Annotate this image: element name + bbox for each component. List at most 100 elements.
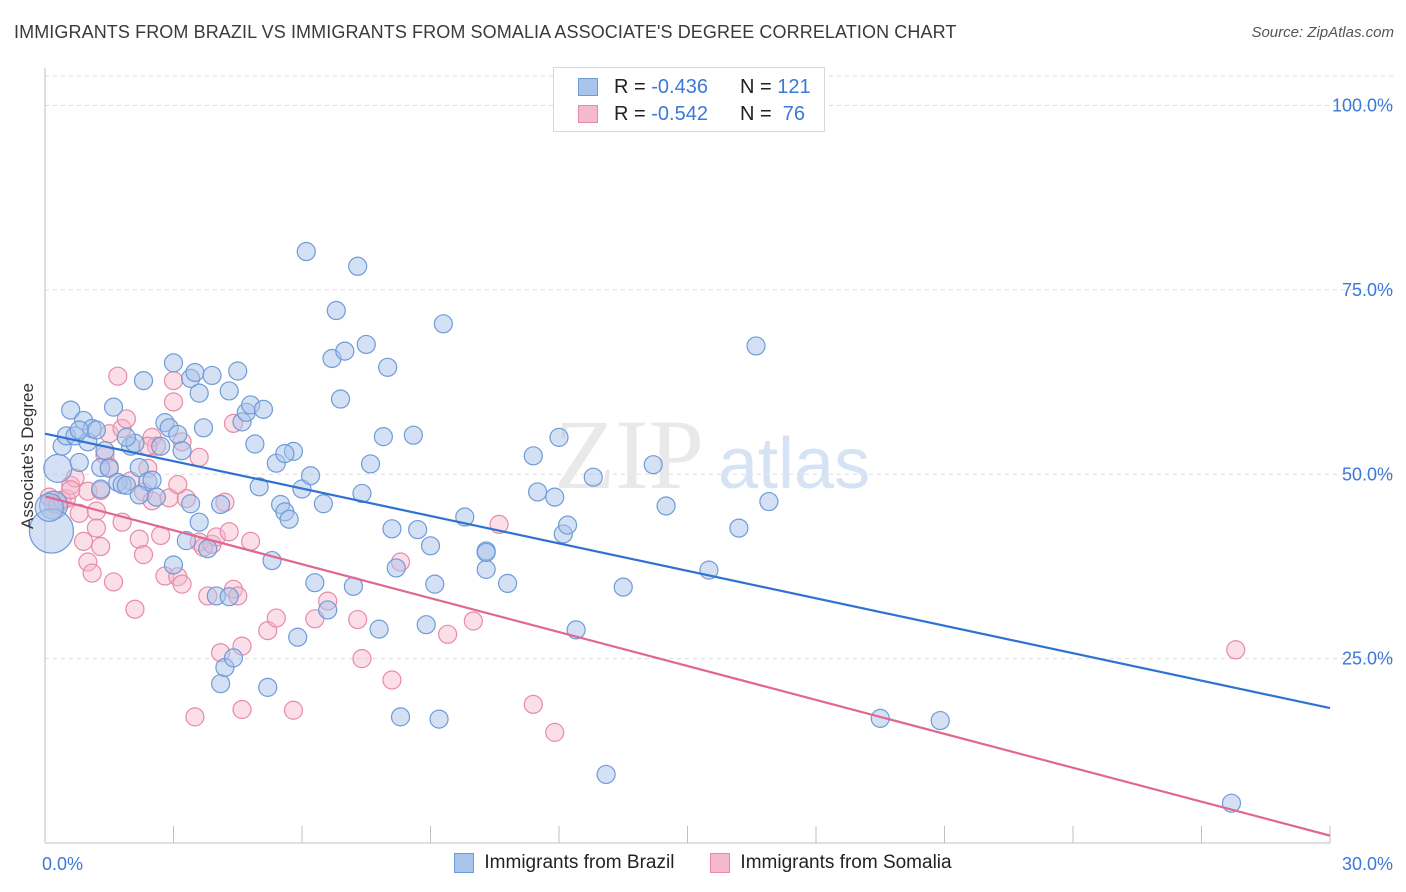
legend-label-somalia: Immigrants from Somalia <box>740 852 952 873</box>
brazil-point <box>249 477 269 497</box>
brazil-point <box>545 487 565 507</box>
y-tick-label: 75.0% <box>1342 280 1393 300</box>
brazil-point <box>613 577 633 597</box>
brazil-point <box>476 542 496 563</box>
brazil-point <box>258 677 278 697</box>
brazil-point <box>69 452 89 473</box>
brazil-point <box>253 399 274 419</box>
brazil-point <box>382 519 402 539</box>
brazil-point <box>523 446 543 466</box>
legend-swatch-brazil <box>454 853 475 873</box>
brazil-point <box>133 370 154 391</box>
somalia-point <box>352 649 372 669</box>
legend-n-label: N = <box>740 75 778 98</box>
brazil-point <box>390 707 411 727</box>
brazil-point <box>129 458 149 478</box>
brazil-points <box>28 241 1242 813</box>
brazil-point <box>643 455 663 475</box>
brazil-point <box>181 494 201 514</box>
brazil-point <box>373 427 393 447</box>
brazil-point <box>279 509 299 529</box>
somalia-point <box>185 707 205 727</box>
brazil-point <box>193 418 214 438</box>
somalia-point <box>266 608 286 628</box>
somalia-point <box>86 518 107 538</box>
legend-r-value-brazil: -0.436 <box>651 75 708 98</box>
brazil-point <box>729 518 749 538</box>
legend-item-brazil[interactable]: Immigrants from Brazil <box>454 852 674 874</box>
brazil-point <box>318 600 338 620</box>
brazil-point <box>408 519 428 540</box>
brazil-point <box>378 357 398 377</box>
brazil-point <box>296 241 316 262</box>
brazil-point <box>360 454 381 474</box>
somalia-point <box>78 552 98 572</box>
somalia-point <box>219 522 239 542</box>
legend-swatch-somalia <box>710 853 731 873</box>
brazil-point <box>348 256 368 276</box>
brazil-point <box>43 453 73 483</box>
brazil-point <box>433 314 453 334</box>
legend-r-value-somalia: -0.542 <box>651 102 708 125</box>
brazil-point <box>429 709 449 729</box>
brazil-point <box>211 494 231 515</box>
brazil-point <box>300 466 321 486</box>
legend-n-value-brazil: 121 <box>777 75 811 98</box>
correlation-legend: R = -0.436 N = 121 R = -0.542 N = 76 <box>553 67 825 132</box>
brazil-point <box>91 479 111 499</box>
brazil-point <box>313 494 334 514</box>
somalia-point <box>382 670 402 690</box>
somalia-point <box>438 624 458 644</box>
brazil-point <box>176 531 196 551</box>
legend-swatch-somalia <box>578 105 598 123</box>
brazil-point <box>245 434 265 454</box>
brazil-point <box>99 458 119 478</box>
brazil-point <box>596 764 616 785</box>
somalia-point <box>172 574 192 594</box>
brazil-point <box>759 491 779 512</box>
brazil-point <box>386 558 406 578</box>
brazil-point <box>103 397 124 417</box>
somalia-point <box>348 609 368 630</box>
brazil-point <box>746 336 766 356</box>
somalia-point <box>232 699 252 720</box>
somalia-point <box>82 563 102 583</box>
legend-item-somalia[interactable]: Immigrants from Somalia <box>710 852 952 874</box>
brazil-point <box>930 710 950 731</box>
brazil-point <box>116 427 136 447</box>
legend-r-label: R = <box>614 102 652 125</box>
brazil-point <box>330 389 351 409</box>
somalia-point <box>168 474 188 495</box>
brazil-point <box>476 559 496 579</box>
brazil-point <box>369 619 389 639</box>
somalia-point <box>523 694 543 714</box>
brazil-point <box>275 444 295 464</box>
somalia-point <box>61 480 81 500</box>
somalia-point <box>163 370 184 391</box>
grid-layer <box>45 75 1395 660</box>
somalia-point <box>103 572 124 592</box>
brazil-point <box>223 648 244 668</box>
brazil-point <box>168 424 188 445</box>
brazil-point <box>326 300 346 321</box>
brazil-point <box>425 574 445 594</box>
brazil-point <box>185 362 205 383</box>
y-tick-label: 25.0% <box>1342 649 1393 669</box>
somalia-point <box>283 700 304 720</box>
legend-label-brazil: Immigrants from Brazil <box>484 852 675 873</box>
brazil-point <box>305 573 325 593</box>
somalia-point <box>125 599 145 619</box>
brazil-point <box>527 482 548 502</box>
somalia-trend-line <box>44 495 1331 837</box>
brazil-point <box>219 587 239 607</box>
brazil-point <box>189 383 209 403</box>
brazil-point <box>356 334 376 355</box>
y-tick-label: 100.0% <box>1332 96 1393 116</box>
somalia-point <box>108 366 128 386</box>
somalia-point <box>73 531 94 551</box>
somalia-point <box>241 531 261 551</box>
watermark-atlas: atlas <box>718 424 870 504</box>
brazil-point <box>189 512 209 532</box>
somalia-point <box>163 392 184 412</box>
